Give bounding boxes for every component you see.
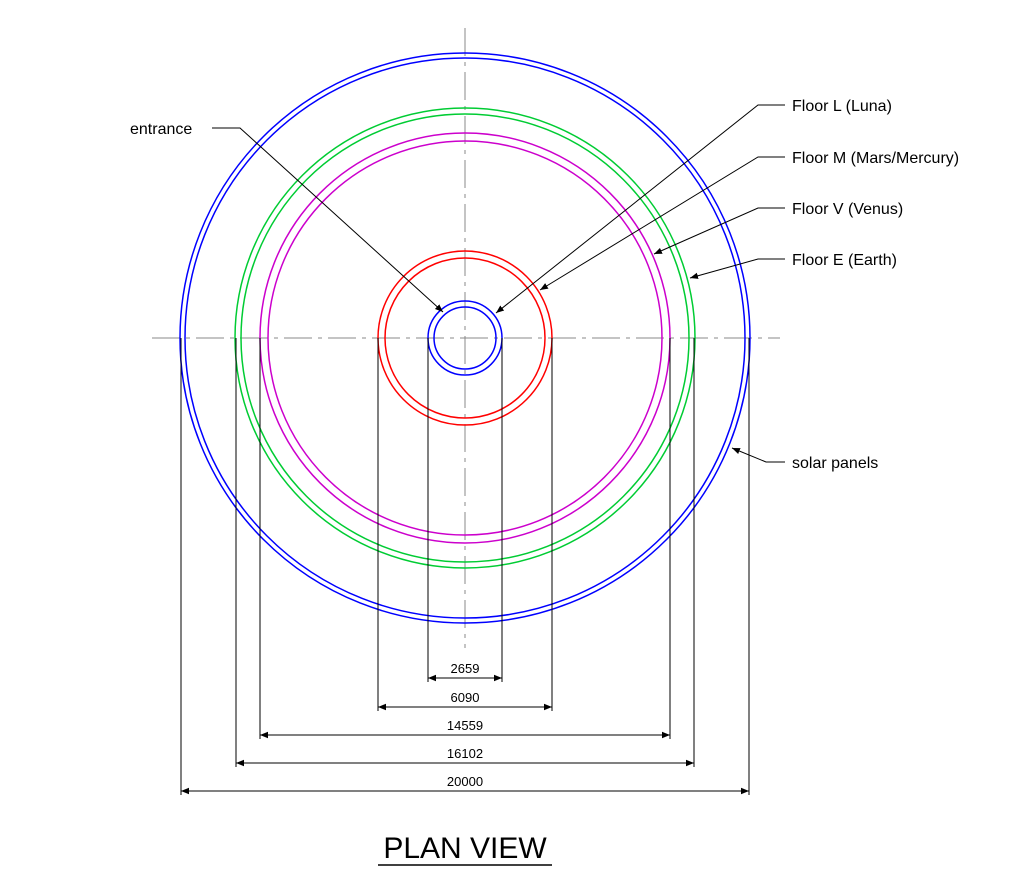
dimension-text-d5: 20000 [447, 774, 483, 789]
drawing-title: PLAN VIEW [383, 832, 547, 865]
dimension-text-d2: 6090 [451, 690, 480, 705]
leader-floor-e [689, 258, 785, 279]
label-floor-m: Floor M (Mars/Mercury) [792, 150, 959, 167]
floor-v-ring-outer [234, 107, 696, 569]
solar-panels-ring-outer [179, 52, 751, 624]
label-floor-v: Floor V (Venus) [792, 201, 903, 218]
leader-solar-panels [731, 447, 785, 463]
solar-panels-ring-inner [184, 57, 746, 619]
floor-m-ring-inner [267, 140, 663, 536]
leader-floor-m [539, 156, 785, 291]
floor-l-ring-inner [384, 257, 546, 419]
entrance-ring-inner [433, 306, 497, 370]
dimension-text-d1: 2659 [451, 661, 480, 676]
extension-lines [180, 338, 750, 795]
dimension-text-d3: 14559 [447, 718, 483, 733]
label-solar-panels: solar panels [792, 455, 878, 472]
label-floor-e: Floor E (Earth) [792, 252, 897, 269]
floor-v-ring-inner [240, 113, 690, 563]
dimension-text-d4: 16102 [447, 746, 483, 761]
label-entrance: entrance [130, 121, 192, 138]
label-floor-l: Floor L (Luna) [792, 98, 892, 115]
leader-floor-l [495, 104, 785, 314]
leader-floor-v [653, 207, 785, 255]
leader-entrance [212, 127, 444, 313]
